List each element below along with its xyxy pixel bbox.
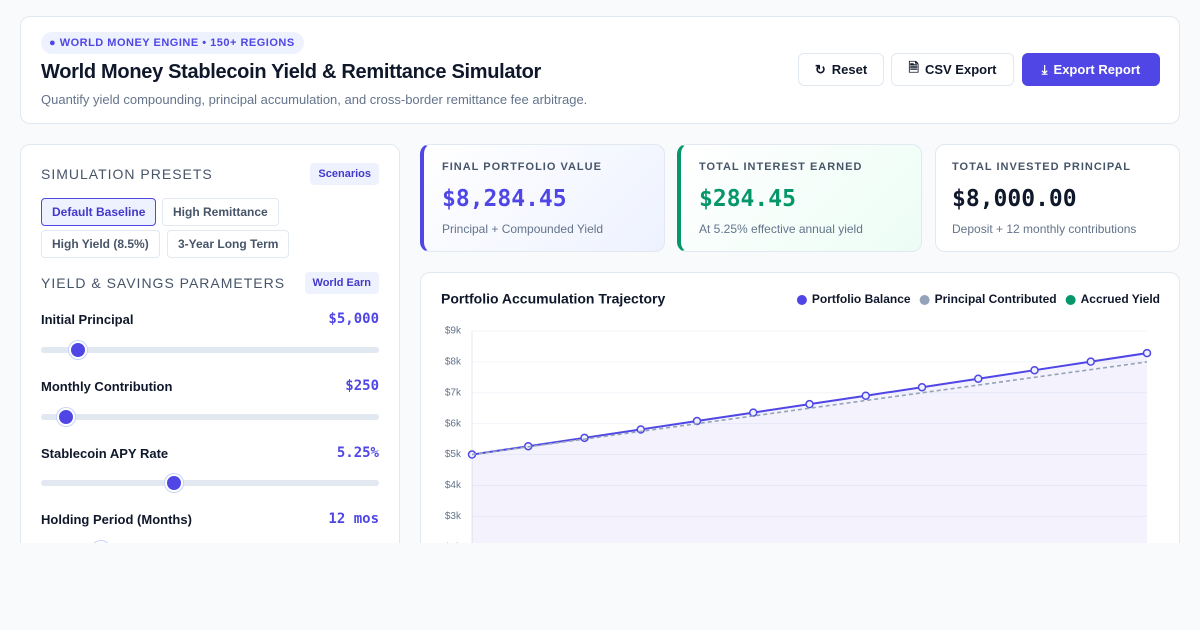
tag: Scenarios <box>310 163 379 185</box>
y-tick-label: $8k <box>445 357 462 368</box>
y-tick-label: $5k <box>445 449 462 460</box>
header: ● WORLD MONEY ENGINE • 150+ REGIONS Worl… <box>20 16 1180 124</box>
slider[interactable] <box>41 474 379 492</box>
stat-card: TOTAL INVESTED PRINCIPAL $8,000.00 Deposit… <box>935 144 1180 252</box>
param-label: Initial Principal <box>41 312 134 327</box>
reset-button[interactable]: ↻ Reset <box>798 53 884 86</box>
chart-card: Portfolio Accumulation Trajectory $0k $1k… <box>420 272 1180 543</box>
point <box>749 408 758 417</box>
point <box>974 374 983 383</box>
param-value: $250 <box>345 378 379 394</box>
subtitle: Quantify yield compounding, principal ac… <box>41 92 588 107</box>
point <box>805 399 814 409</box>
param-label: Stablecoin APY Rate <box>41 446 169 461</box>
area <box>472 353 1147 543</box>
y-tick-label: $9k <box>445 326 462 337</box>
point <box>1086 357 1095 366</box>
legend-label: Principal Contributed <box>935 292 1057 306</box>
slider[interactable] <box>41 341 379 359</box>
badge-text: WORLD MONEY ENGINE • 150+ REGIONS <box>59 37 295 49</box>
tag: World Earn <box>304 272 379 294</box>
button-text: CSV Export <box>924 62 997 77</box>
slider-thumb[interactable] <box>92 541 111 543</box>
series-line <box>471 361 1148 456</box>
param-label: Monthly Contribution <box>41 379 173 394</box>
point <box>1142 348 1152 358</box>
stat-card: TOTAL INTEREST EARNED $284.45 At 5.25% eff… <box>677 144 922 252</box>
stat-note: Deposit + 12 monthly contributions <box>952 222 1137 236</box>
preset-chip[interactable]: 3-Year Long Term <box>167 230 290 258</box>
stat-value: $284.45 <box>699 186 796 212</box>
stat-title: FINAL PORTFOLIO VALUE <box>442 161 602 173</box>
button-text: Reset <box>831 62 868 77</box>
section-title: YIELD & SAVINGS PARAMETERS <box>41 275 286 291</box>
chart: Portfolio Accumulation Trajectory $0k$1k… <box>441 291 1160 543</box>
stat-card: FINAL PORTFOLIO VALUE $8,284.45 Principal … <box>420 144 665 252</box>
param-label: Holding Period (Months) <box>41 512 192 527</box>
y-tick-label: $7k <box>445 387 462 398</box>
chart-title: Portfolio Accumulation Trajectory <box>441 291 666 307</box>
badge: ● WORLD MONEY ENGINE • 150+ REGIONS <box>41 32 304 54</box>
button-text: Export Report <box>1053 62 1141 77</box>
stat-title: TOTAL INTEREST EARNED <box>699 161 863 173</box>
csv-button[interactable]: 🗎 CSV Export <box>891 53 1014 86</box>
preset-chip[interactable]: High Yield (8.5%) <box>41 230 160 258</box>
param-value: 12 mos <box>328 511 379 527</box>
y-tick-label: $3k <box>445 511 462 522</box>
preset-chip[interactable]: Default Baseline <box>41 198 157 226</box>
point <box>692 416 702 426</box>
stat-value: $8,000.00 <box>952 186 1077 212</box>
title: World Money Stablecoin Yield & Remittanc… <box>41 61 541 83</box>
y-tick-label: $2k <box>445 542 462 543</box>
stat-note: Principal + Compounded Yield <box>442 222 604 236</box>
slider-thumb[interactable] <box>69 341 88 359</box>
legend-label: Accrued Yield <box>1081 292 1160 306</box>
slider[interactable] <box>41 408 379 426</box>
stat-value: $8,284.45 <box>442 186 567 212</box>
slider-thumb[interactable] <box>164 474 183 492</box>
y-tick-label: $6k <box>445 418 462 429</box>
section-title: SIMULATION PRESETS <box>41 166 213 182</box>
preset-chip[interactable]: High Remittance <box>162 198 279 226</box>
param-value: 5.25% <box>336 445 379 461</box>
legend-label: Portfolio Balance <box>812 292 911 306</box>
y-tick-label: $4k <box>445 480 462 491</box>
param-value: $5,000 <box>328 311 379 327</box>
legend-dot <box>796 295 807 305</box>
export-button[interactable]: ⤓ Export Report <box>1022 53 1160 86</box>
stat-note: At 5.25% effective annual yield <box>699 222 863 236</box>
point <box>917 382 927 392</box>
point <box>861 391 870 400</box>
controls-panel: SIMULATION PRESETS Scenarios Default Bas… <box>20 144 400 543</box>
stat-title: TOTAL INVESTED PRINCIPAL <box>952 161 1132 173</box>
point <box>1030 365 1039 375</box>
legend-dot <box>919 295 930 305</box>
slider-thumb[interactable] <box>57 408 75 426</box>
legend-dot <box>1065 295 1076 305</box>
point <box>580 433 589 443</box>
viewport: ● WORLD MONEY ENGINE • 150+ REGIONS Worl… <box>20 16 1180 543</box>
